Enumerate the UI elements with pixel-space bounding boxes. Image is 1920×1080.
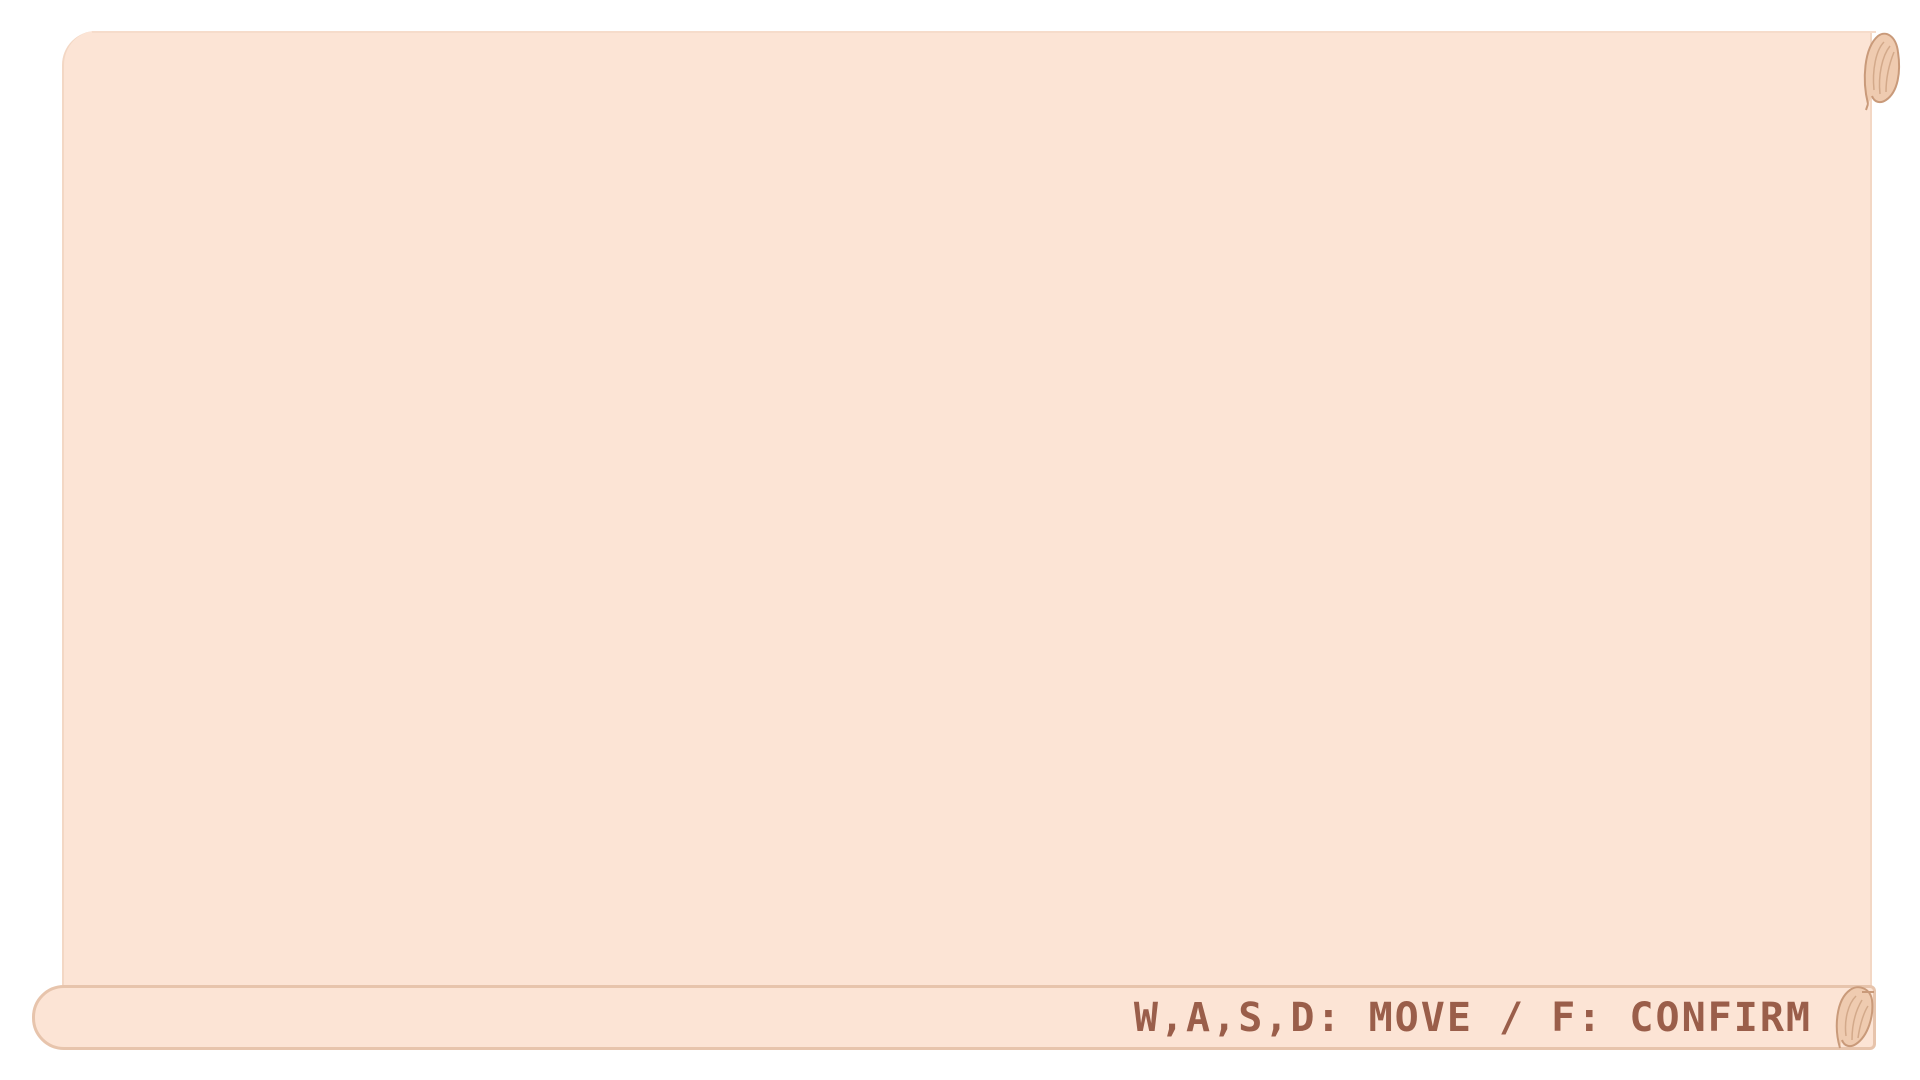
controls-hint: W,A,S,D: MOVE / F: CONFIRM xyxy=(1133,995,1812,1041)
scroll-bottom-roll xyxy=(32,985,1876,1050)
scroll-top-roller-icon xyxy=(1863,32,1901,111)
scroll-bottom-roller-icon xyxy=(1835,986,1874,1049)
parchment-panel xyxy=(62,31,1872,991)
parchment-top-edge xyxy=(92,31,1876,33)
